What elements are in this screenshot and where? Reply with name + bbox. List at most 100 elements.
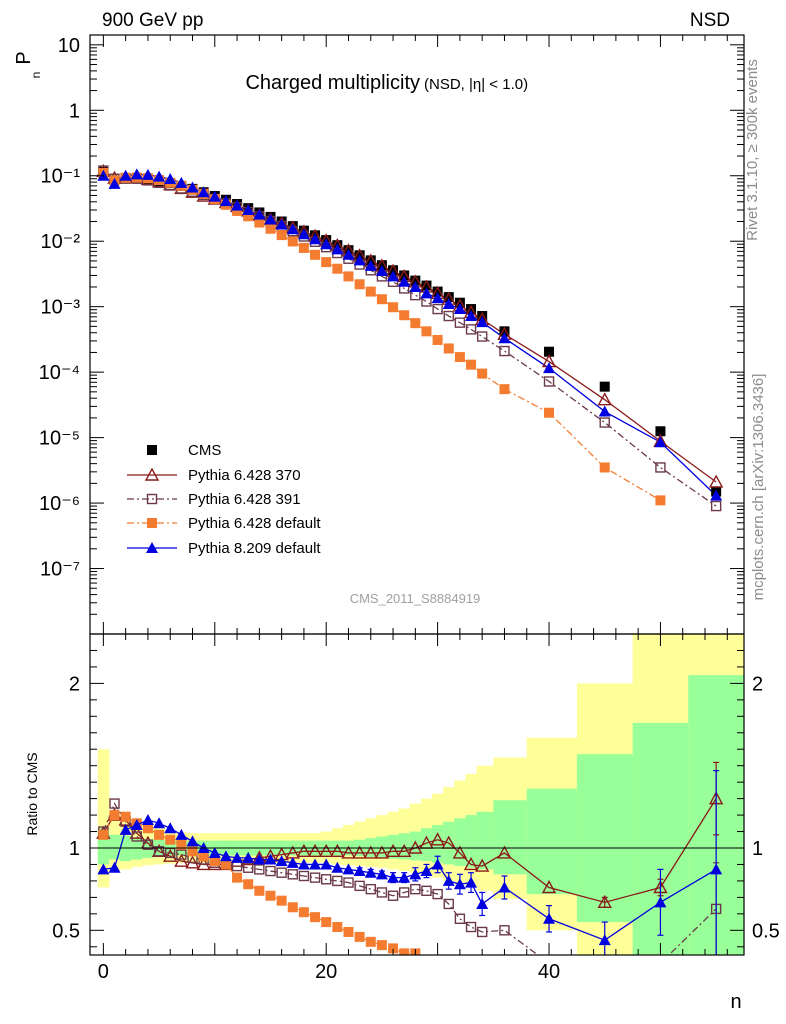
ratio-point-pythia-8-209-default xyxy=(498,881,511,893)
point-pythia-6-428-default xyxy=(421,326,432,337)
point-pythia-6-428-default xyxy=(443,343,454,354)
point-pythia-6-428-default xyxy=(410,318,421,329)
point-pythia-8-209-default xyxy=(364,259,377,271)
ratio-point-pythia-8-209-default xyxy=(208,846,221,858)
point-pythia-6-428-391 xyxy=(421,296,432,307)
x-tick-label: 40 xyxy=(538,961,560,983)
ratio-point-pythia-6-428-370 xyxy=(385,843,401,857)
point-pythia-6-428-default xyxy=(254,217,265,228)
point-cms xyxy=(655,426,666,437)
ratio-point-pythia-8-209-default xyxy=(364,866,377,878)
ratio-point-pythia-8-209-default xyxy=(387,871,400,883)
ratio-y-tick-label-left: 1 xyxy=(69,838,80,860)
ratio-point-pythia-6-428-default xyxy=(265,890,276,901)
ratio-point-pythia-6-428-370 xyxy=(363,845,378,859)
point-pythia-8-209-default xyxy=(264,213,277,225)
y-tick-label: 1 xyxy=(69,100,80,122)
legend-label-p8-default: Pythia 8.209 default xyxy=(188,540,321,557)
ratio-point-pythia-6-428-370 xyxy=(474,858,490,872)
ratio-point-pythia-8-209-default xyxy=(175,828,188,840)
ratio-point-pythia-6-428-391 xyxy=(320,874,332,885)
ratio-y-tick-label-left: 2 xyxy=(69,673,80,695)
point-cms xyxy=(454,297,465,308)
ratio-point-pythia-6-428-default xyxy=(198,851,209,862)
rivet-version-label: Rivet 3.1.10, ≥ 300k events xyxy=(744,59,761,241)
y-tick-label: 10⁻⁶ xyxy=(39,493,80,515)
point-pythia-8-209-default xyxy=(108,177,121,189)
y-tick-label: 10⁻⁴ xyxy=(39,362,80,384)
point-pythia-8-209-default xyxy=(342,248,355,260)
point-cms xyxy=(477,311,488,322)
ratio-point-pythia-6-428-370 xyxy=(497,845,512,859)
ratio-point-pythia-6-428-default xyxy=(287,902,298,913)
ratio-point-pythia-6-428-391 xyxy=(153,846,165,857)
point-pythia-6-428-391 xyxy=(499,345,510,357)
ratio-point-pythia-8-209-default xyxy=(431,858,444,870)
point-pythia-8-209-default xyxy=(398,275,411,287)
ratio-point-pythia-6-428-391 xyxy=(499,925,510,936)
point-pythia-6-428-default xyxy=(499,384,510,395)
ratio-point-pythia-6-428-370 xyxy=(163,848,178,862)
ratio-point-pythia-6-428-default xyxy=(98,829,109,840)
point-pythia-8-209-default xyxy=(598,405,611,417)
ratio-point-pythia-8-209-default xyxy=(219,850,232,862)
y-axis-label-top: P xyxy=(13,51,35,64)
ratio-point-pythia-6-428-default xyxy=(354,931,365,942)
ratio-point-pythia-8-209-default xyxy=(108,861,121,873)
ratio-point-pythia-8-209-default xyxy=(164,822,177,834)
point-pythia-6-428-default xyxy=(388,302,399,313)
point-cms xyxy=(421,280,432,291)
point-pythia-8-209-default xyxy=(219,195,232,207)
ratio-point-pythia-6-428-default xyxy=(109,810,120,821)
ratio-point-pythia-6-428-default xyxy=(298,907,309,918)
ratio-point-pythia-8-209-default xyxy=(286,856,299,868)
point-pythia-6-428-370 xyxy=(597,392,612,406)
legend-label-p6-391: Pythia 6.428 391 xyxy=(188,491,301,508)
ratio-point-pythia-6-428-391 xyxy=(276,867,287,878)
point-cms xyxy=(432,286,443,297)
ratio-point-pythia-6-428-370 xyxy=(397,843,412,857)
point-pythia-6-428-391 xyxy=(543,376,555,387)
point-pythia-6-428-default xyxy=(343,271,354,282)
point-pythia-8-209-default xyxy=(164,173,177,185)
ratio-point-pythia-8-209-default xyxy=(186,835,199,847)
ratio-y-tick-label-right: 0.5 xyxy=(752,920,780,942)
ratio-point-pythia-6-428-391 xyxy=(265,865,276,877)
ratio-point-pythia-6-428-370 xyxy=(463,856,479,871)
point-pythia-6-428-default xyxy=(399,310,410,321)
ratio-point-pythia-6-428-391 xyxy=(465,921,477,933)
ratio-point-pythia-6-428-391 xyxy=(398,887,410,898)
chart-title: Charged multiplicity xyxy=(245,72,420,94)
ratio-point-pythia-8-209-default xyxy=(242,851,255,863)
energy-label: 900 GeV pp xyxy=(102,10,203,31)
ratio-point-pythia-6-428-391 xyxy=(376,887,388,898)
ratio-point-pythia-8-209-default xyxy=(398,871,411,883)
point-pythia-6-428-default xyxy=(454,352,465,363)
point-pythia-6-428-default xyxy=(544,407,555,418)
point-pythia-8-209-default xyxy=(186,181,199,193)
point-pythia-8-209-default xyxy=(465,310,478,322)
chart-subtitle: (NSD, |η| < 1.0) xyxy=(424,76,528,93)
point-pythia-8-209-default xyxy=(153,170,166,182)
band-inner-bin xyxy=(526,788,578,895)
y-axis-label-subscript: n xyxy=(29,72,43,79)
ratio-point-pythia-6-428-370 xyxy=(174,853,189,867)
ratio-point-pythia-8-209-default xyxy=(297,858,310,870)
point-pythia-6-428-391 xyxy=(710,500,722,512)
point-pythia-8-209-default xyxy=(453,303,466,315)
y-tick-label: 10⁻² xyxy=(41,231,81,253)
point-pythia-6-428-391 xyxy=(599,417,610,428)
ratio-point-pythia-8-209-default xyxy=(153,817,166,829)
point-pythia-8-209-default xyxy=(331,243,344,255)
point-cms xyxy=(410,275,421,286)
point-pythia-8-209-default xyxy=(275,218,288,230)
point-cms xyxy=(599,381,610,392)
axes: 0 20 40 10⁻⁷ 10⁻⁶ 10⁻⁵ 10⁻⁴ 10⁻³ 10⁻² 10⁻¹ 1 10 0.5 0… xyxy=(39,34,780,983)
band-outer-bin xyxy=(97,749,110,888)
point-pythia-8-209-default xyxy=(375,265,388,277)
ratio-point-pythia-6-428-391 xyxy=(421,885,432,896)
ratio-point-pythia-6-428-default xyxy=(365,936,376,947)
ratio-point-pythia-8-209-default xyxy=(375,868,388,880)
point-pythia-8-209-default xyxy=(476,316,489,328)
